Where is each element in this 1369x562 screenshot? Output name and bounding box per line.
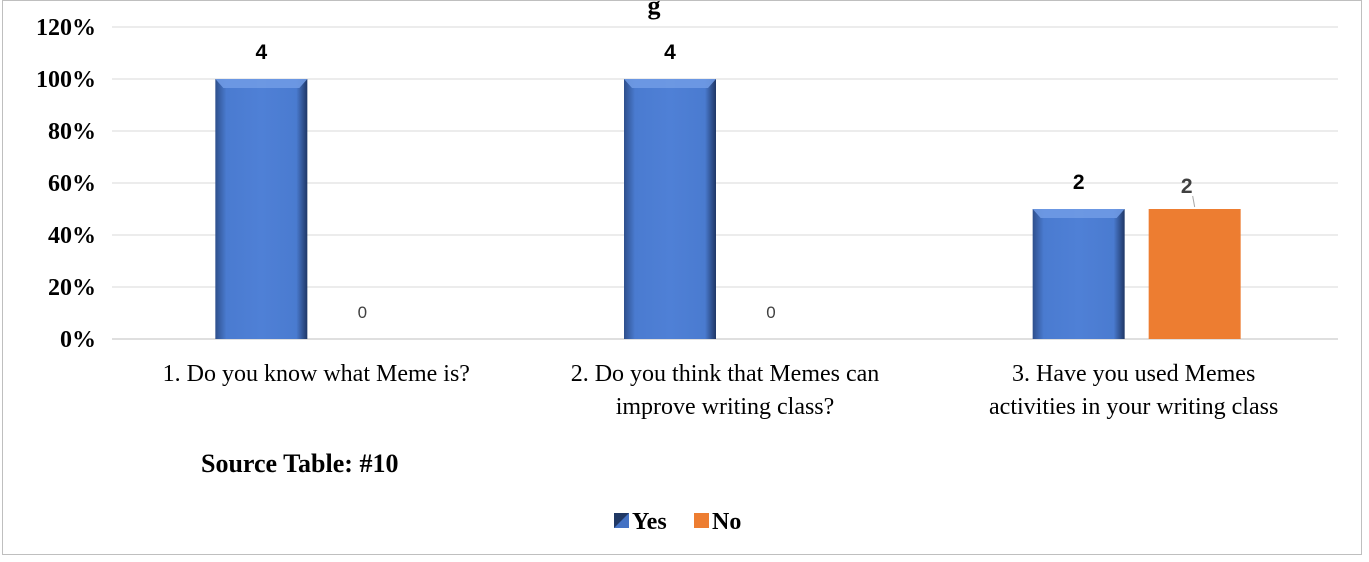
category-label: 1. Do you know what Meme is? xyxy=(163,361,470,387)
legend-swatch-shade xyxy=(614,513,629,528)
bar-no xyxy=(1148,209,1241,339)
y-tick-label: 100% xyxy=(36,67,96,93)
y-tick-label: 60% xyxy=(48,171,96,197)
data-label: 2 xyxy=(1073,171,1085,194)
legend-label: Yes xyxy=(632,509,667,535)
bar-yes xyxy=(1032,209,1125,339)
data-label: 4 xyxy=(664,41,676,64)
leader-line xyxy=(1192,195,1196,208)
data-label: 0 xyxy=(358,303,367,322)
category-label: 2. Do you think that Memes can improve wr… xyxy=(571,361,880,420)
y-tick-label: 20% xyxy=(48,275,96,301)
y-tick-label: 80% xyxy=(48,119,96,145)
bar-bevel xyxy=(1032,209,1125,218)
bar-bevel xyxy=(215,79,308,88)
bar-yes xyxy=(624,79,716,339)
y-tick-label: 40% xyxy=(48,223,96,249)
data-label: 2 xyxy=(1181,175,1193,198)
category-label: 3. Have you used Memes activities in your… xyxy=(989,361,1278,420)
bar-bevel xyxy=(624,79,716,88)
legend-swatch-no xyxy=(694,513,709,528)
y-tick-label: 0% xyxy=(60,327,96,353)
y-tick-label: 120% xyxy=(36,15,96,41)
bar-yes xyxy=(215,79,308,339)
legend-label: No xyxy=(712,509,741,535)
legend: Yes No xyxy=(614,509,741,535)
data-label: 4 xyxy=(255,41,267,64)
data-label: 0 xyxy=(766,303,775,322)
chart-title: g xyxy=(648,0,661,20)
source-note: Source Table: #10 xyxy=(201,449,398,478)
